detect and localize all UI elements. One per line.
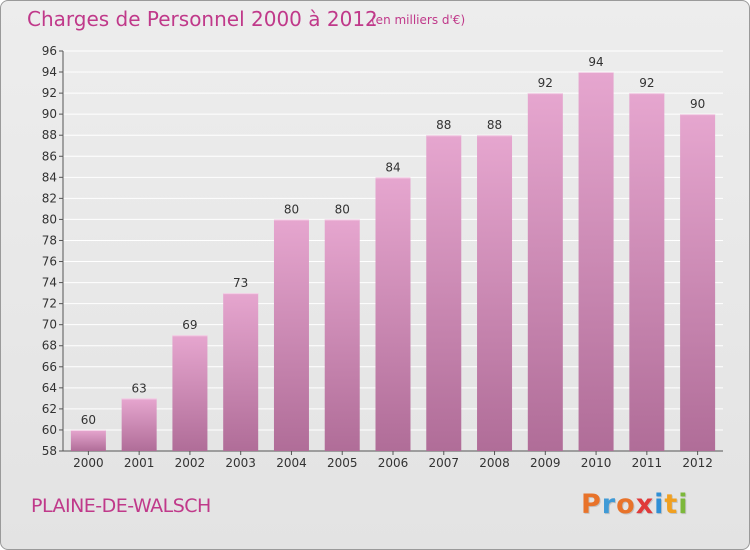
y-tick-label: 62 (42, 402, 57, 416)
y-tick-label: 90 (42, 107, 57, 121)
proxiti-logo: Proxiti (581, 489, 689, 520)
y-tick-label: 92 (42, 86, 57, 100)
logo-letter: t (664, 489, 679, 520)
x-tick-label: 2005 (327, 456, 358, 470)
x-tick-labels: 2000 2001 2002 2003 2004 2005 2006 2007 2008 2009… (73, 456, 713, 470)
y-tick-label: 80 (42, 212, 57, 226)
x-tick-label: 2002 (175, 456, 206, 470)
x-tick-label: 2001 (124, 456, 155, 470)
logo-letter: i (678, 489, 689, 520)
y-tick-label: 72 (42, 297, 57, 311)
x-tick-label: 2011 (632, 456, 663, 470)
y-tick-label: 74 (42, 276, 57, 290)
bar (70, 429, 106, 451)
data-label: 92 (639, 76, 654, 90)
y-tick-label: 58 (42, 444, 57, 458)
y-tick-labels: 58 60 62 64 66 68 70 72 74 76 78 80 82 84 86 88 90 92 94 96 (42, 44, 57, 458)
y-tick-label: 68 (42, 339, 57, 353)
bar (324, 219, 360, 451)
y-tick-label: 88 (42, 128, 57, 142)
bar (477, 135, 513, 452)
x-tick-label: 2009 (530, 456, 561, 470)
bars (70, 72, 716, 452)
y-tick-label: 66 (42, 360, 57, 374)
bar (223, 293, 259, 451)
logo-letter: x (635, 489, 655, 520)
data-label: 88 (487, 118, 502, 132)
x-tick-label: 2008 (479, 456, 510, 470)
x-tick-label: 2003 (225, 456, 256, 470)
logo-letter: r (601, 489, 617, 520)
data-label: 60 (81, 413, 96, 427)
bar (375, 177, 411, 451)
data-label: 92 (538, 76, 553, 90)
y-tick-label: 70 (42, 318, 57, 332)
data-label: 80 (284, 202, 299, 216)
y-tick-label: 76 (42, 255, 57, 269)
bar (578, 72, 614, 451)
data-label: 73 (233, 276, 248, 290)
bar (527, 93, 563, 452)
data-label: 80 (335, 202, 350, 216)
bar (121, 398, 157, 451)
x-tick-label: 2000 (73, 456, 104, 470)
bar (426, 135, 462, 452)
x-tick-label: 2012 (682, 456, 713, 470)
y-tick-label: 96 (42, 44, 57, 58)
bar (680, 114, 716, 451)
x-tick-label: 2004 (276, 456, 307, 470)
logo-letter: i (654, 489, 665, 520)
data-label: 84 (385, 160, 400, 174)
y-tick-label: 60 (42, 423, 57, 437)
x-tick-label: 2010 (581, 456, 612, 470)
x-tick-label: 2006 (378, 456, 409, 470)
data-label: 90 (690, 97, 705, 111)
bar (629, 93, 665, 452)
data-label: 69 (182, 318, 197, 332)
y-tick-label: 82 (42, 191, 57, 205)
data-label: 88 (436, 118, 451, 132)
data-label: 63 (132, 381, 147, 395)
x-tick-label: 2007 (428, 456, 459, 470)
y-tick-label: 84 (42, 170, 57, 184)
y-tick-label: 78 (42, 233, 57, 247)
place-name: PLAINE-DE-WALSCH (31, 495, 211, 517)
bar (172, 335, 208, 451)
chart-title: Charges de Personnel 2000 à 2012 (27, 7, 378, 31)
chart-subtitle: (en milliers d'€) (371, 13, 466, 27)
data-label: 94 (588, 55, 603, 69)
y-tick-label: 94 (42, 65, 57, 79)
logo-letter: o (616, 489, 636, 520)
logo-letter: P (581, 489, 602, 520)
y-tick-label: 86 (42, 149, 57, 163)
bar (273, 219, 309, 451)
y-tick-label: 64 (42, 381, 57, 395)
data-labels: 60 63 69 73 80 80 84 88 88 92 94 92 90 (81, 55, 706, 427)
